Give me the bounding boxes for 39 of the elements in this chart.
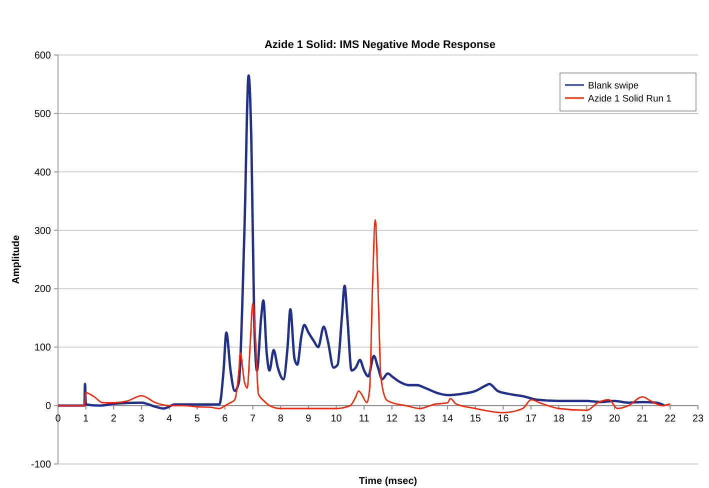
x-axis-title: Time (msec) — [358, 476, 418, 487]
x-tick-label: 2 — [110, 414, 117, 425]
x-tick-label: 6 — [222, 414, 228, 425]
x-tick-label: 15 — [470, 414, 482, 425]
x-tick-label: 17 — [525, 414, 538, 425]
y-tick-label: 400 — [34, 167, 52, 178]
x-tick-label: 16 — [498, 414, 510, 425]
x-tick-label: 12 — [386, 414, 398, 425]
x-tick-label: 7 — [250, 414, 256, 425]
y-tick-label: 300 — [34, 226, 52, 237]
y-tick-label: 0 — [45, 401, 52, 412]
y-tick-label: 100 — [34, 342, 52, 354]
x-tick-label: 9 — [306, 414, 312, 425]
x-tick-label: 14 — [442, 414, 454, 425]
line-series — [57, 219, 671, 414]
x-tick-label: 3 — [138, 414, 145, 425]
x-tick-label: 20 — [608, 414, 621, 425]
y-tick-label: 200 — [34, 284, 52, 296]
chart-title: Azide 1 Solid: IMS Negative Mode Response — [264, 39, 496, 51]
legend-label: Azide 1 Solid Run 1 — [588, 94, 672, 104]
x-tick-label: 1 — [83, 414, 90, 425]
y-tick-label: 600 — [34, 50, 52, 62]
x-tick-label: 21 — [636, 414, 648, 425]
x-tick-label: 10 — [330, 414, 342, 425]
x-tick-label: 22 — [664, 414, 676, 425]
legend-label: Blank swipe — [588, 80, 639, 92]
y-tick-label: 500 — [34, 108, 52, 120]
x-tick-label: 5 — [194, 414, 200, 425]
x-tick-label: 18 — [553, 414, 565, 425]
x-tick-label: 19 — [581, 414, 593, 425]
x-tick-label: 23 — [692, 414, 704, 425]
x-tick-label: 8 — [278, 414, 284, 425]
x-tick-label: 13 — [414, 414, 426, 425]
line-series — [56, 74, 666, 410]
x-tick-label: 0 — [55, 414, 62, 425]
y-axis-title: Amplitude — [11, 234, 22, 284]
y-tick-label: -100 — [30, 460, 52, 470]
x-tick-label: 4 — [166, 414, 173, 425]
x-tick-label: 11 — [358, 414, 370, 425]
